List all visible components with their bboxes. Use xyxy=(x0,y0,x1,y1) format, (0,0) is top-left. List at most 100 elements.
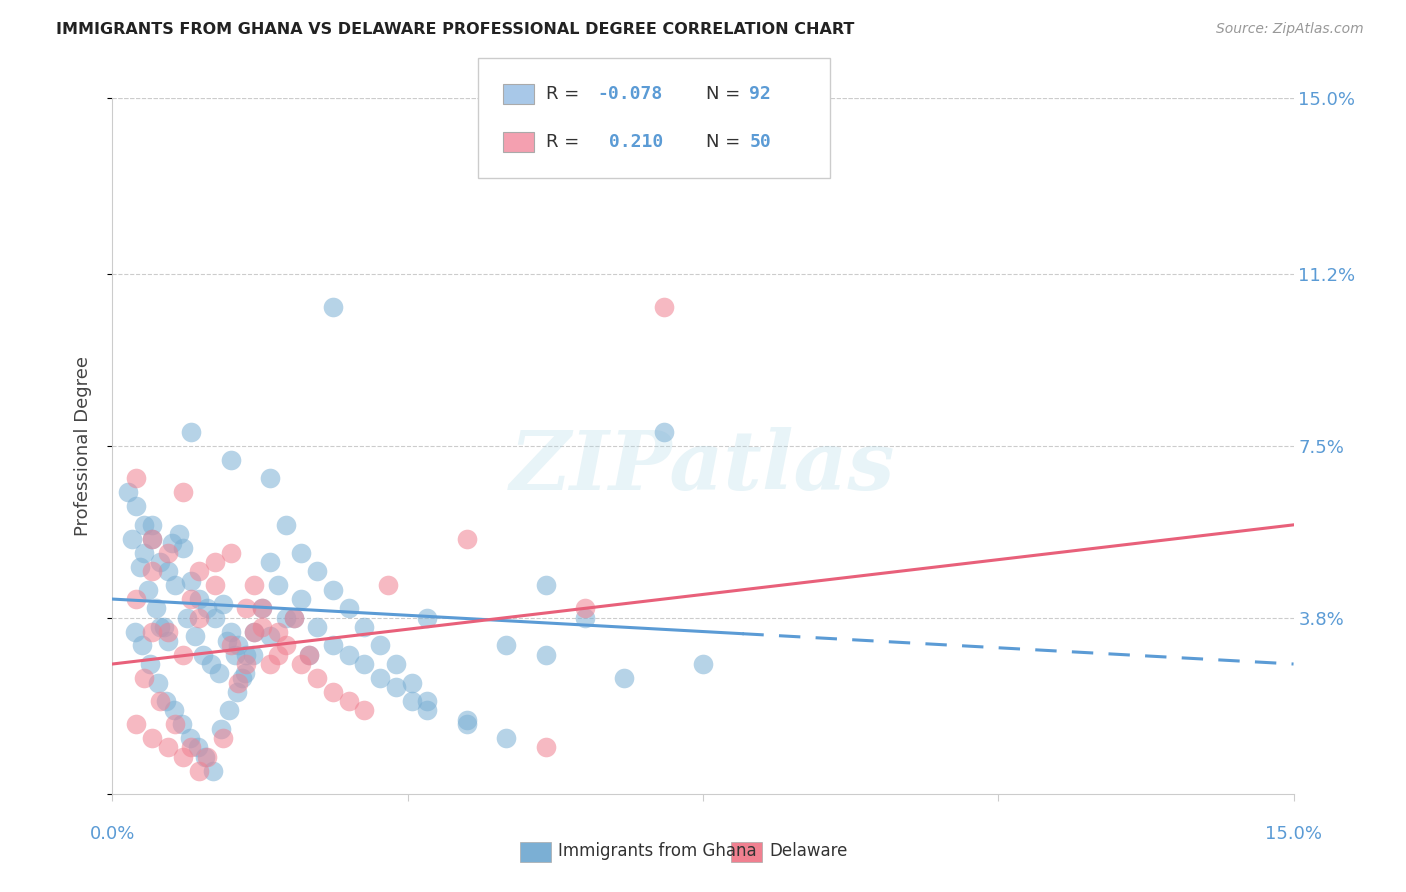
Point xyxy=(401,675,423,690)
Point xyxy=(132,517,155,532)
Point xyxy=(149,620,172,634)
Text: Source: ZipAtlas.com: Source: ZipAtlas.com xyxy=(1216,22,1364,37)
Point xyxy=(456,713,478,727)
Point xyxy=(534,578,557,592)
Point xyxy=(184,629,207,643)
Point xyxy=(307,671,329,685)
Point xyxy=(209,722,232,736)
Point xyxy=(228,675,250,690)
Point xyxy=(267,624,290,639)
Point xyxy=(495,639,517,653)
Point xyxy=(188,592,211,607)
Point xyxy=(149,555,172,569)
Text: 92: 92 xyxy=(749,85,770,103)
Point xyxy=(416,694,439,708)
Point xyxy=(225,685,247,699)
Point xyxy=(274,610,297,624)
Point xyxy=(156,633,179,648)
Point xyxy=(124,624,146,639)
Point xyxy=(298,648,321,662)
Point xyxy=(204,610,226,624)
Point xyxy=(495,731,517,746)
Point xyxy=(574,601,596,615)
Point xyxy=(613,671,636,685)
Text: 15.0%: 15.0% xyxy=(1265,825,1322,843)
Point xyxy=(211,731,233,746)
Point xyxy=(152,620,174,634)
Point xyxy=(141,517,163,532)
Point xyxy=(176,610,198,624)
Point xyxy=(574,610,596,624)
Point xyxy=(228,639,250,653)
Text: Delaware: Delaware xyxy=(769,842,848,860)
Point xyxy=(322,300,344,314)
Text: N =: N = xyxy=(706,85,745,103)
Point xyxy=(416,610,439,624)
Point xyxy=(353,657,375,671)
Point xyxy=(208,666,231,681)
Point xyxy=(202,764,225,778)
Point xyxy=(188,564,211,578)
Point xyxy=(250,620,273,634)
Point xyxy=(385,680,408,694)
Text: Immigrants from Ghana: Immigrants from Ghana xyxy=(558,842,756,860)
Point xyxy=(172,749,194,764)
Point xyxy=(322,685,344,699)
Point xyxy=(456,717,478,731)
Point xyxy=(141,564,163,578)
Text: -0.078: -0.078 xyxy=(598,85,662,103)
Text: R =: R = xyxy=(546,133,585,152)
Point xyxy=(534,740,557,755)
Point xyxy=(125,471,148,485)
Point xyxy=(416,703,439,717)
Point xyxy=(353,620,375,634)
Point xyxy=(169,527,191,541)
Point xyxy=(368,639,391,653)
Point xyxy=(233,666,256,681)
Point xyxy=(125,717,148,731)
Point xyxy=(180,740,202,755)
Point xyxy=(156,624,179,639)
Text: 0.0%: 0.0% xyxy=(90,825,135,843)
Point xyxy=(129,559,152,574)
Point xyxy=(368,671,391,685)
Point xyxy=(456,532,478,546)
Point xyxy=(188,764,211,778)
Point xyxy=(259,471,281,485)
Point xyxy=(172,541,194,555)
Point xyxy=(180,425,202,439)
Point xyxy=(145,601,167,615)
Point xyxy=(204,555,226,569)
Point xyxy=(259,555,281,569)
Point xyxy=(652,425,675,439)
Point xyxy=(218,703,240,717)
Point xyxy=(219,546,242,560)
Point xyxy=(172,485,194,500)
Point xyxy=(290,592,312,607)
Point xyxy=(163,703,186,717)
Point xyxy=(156,564,179,578)
Point xyxy=(204,578,226,592)
Point xyxy=(337,694,360,708)
Point xyxy=(125,500,148,514)
Point xyxy=(141,532,163,546)
Point xyxy=(146,675,169,690)
Point xyxy=(322,639,344,653)
Point xyxy=(250,601,273,615)
Text: ZIPatlas: ZIPatlas xyxy=(510,427,896,507)
Point xyxy=(180,592,202,607)
Point xyxy=(242,648,264,662)
Point xyxy=(231,671,253,685)
Point xyxy=(132,546,155,560)
Point xyxy=(139,657,162,671)
Text: N =: N = xyxy=(706,133,745,152)
Point xyxy=(219,624,242,639)
Point xyxy=(188,610,211,624)
Point xyxy=(165,717,187,731)
Point xyxy=(692,657,714,671)
Point xyxy=(250,601,273,615)
Point xyxy=(180,574,202,588)
Point xyxy=(186,740,208,755)
Point xyxy=(290,546,312,560)
Point xyxy=(243,624,266,639)
